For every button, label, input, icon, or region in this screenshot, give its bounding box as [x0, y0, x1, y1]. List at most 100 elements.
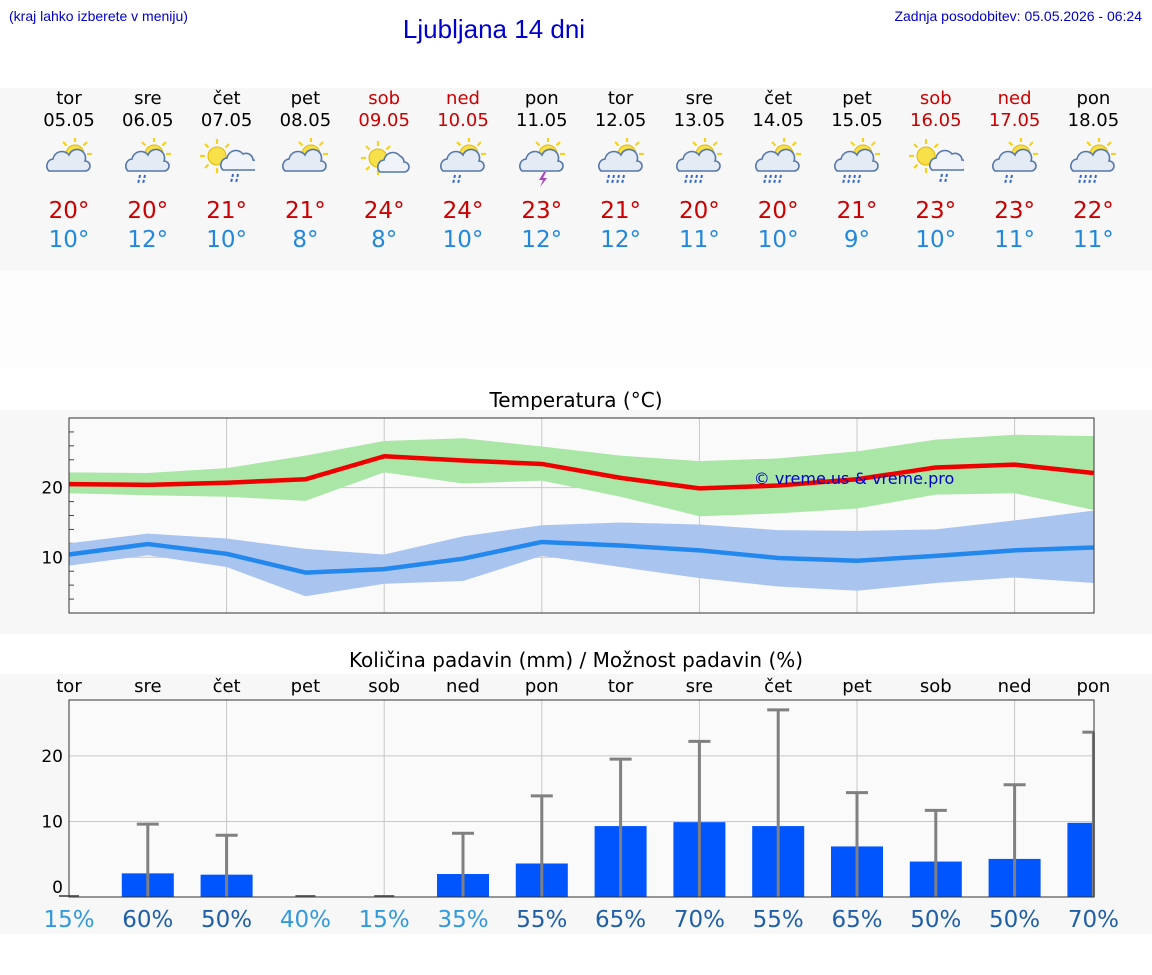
- forecast-day: sre 06.05: [108, 88, 188, 132]
- heavy-rain-cloud-sun-icon: [1065, 137, 1121, 192]
- temp-min: 10°: [757, 227, 799, 253]
- x-tick-label: sob: [920, 676, 952, 697]
- temp-max: 23°: [915, 198, 957, 224]
- day-date: 08.05: [279, 110, 332, 131]
- plot-frame: [68, 699, 1095, 898]
- temp-min: 12°: [521, 227, 563, 253]
- precip-chance: 35%: [437, 907, 488, 933]
- temp-min: 8°: [371, 227, 398, 253]
- day-name: sob: [368, 88, 401, 109]
- x-tick-label: tor: [56, 676, 82, 697]
- temperature-chart-title: Temperatura (°C): [489, 388, 663, 412]
- y-tick-label: 10: [41, 548, 63, 568]
- sun-rain-cloud-icon: [908, 138, 968, 192]
- temp-min: 10°: [48, 227, 90, 253]
- day-date: 05.05: [43, 110, 95, 131]
- x-tick-label: čet: [213, 676, 241, 697]
- day-name: pon: [524, 88, 559, 109]
- y-tick-label: 20: [41, 479, 63, 499]
- precip-chance: 15%: [359, 907, 410, 933]
- forecast-day: pon 11.05: [502, 88, 582, 132]
- temp-min: 12°: [600, 227, 641, 253]
- x-tick-label: tor: [608, 676, 634, 697]
- temp-min: 11°: [679, 227, 720, 253]
- temp-max: 21°: [600, 198, 641, 224]
- x-tick-label: pet: [291, 676, 321, 697]
- day-name: sob: [919, 88, 952, 109]
- day-name: čet: [212, 88, 241, 109]
- day-name: ned: [446, 88, 480, 109]
- temp-min: 10°: [206, 227, 247, 253]
- precip-chance: 55%: [516, 907, 567, 933]
- day-date: 07.05: [200, 110, 253, 131]
- day-name: sre: [685, 88, 714, 109]
- day-name: pet: [290, 88, 321, 109]
- temp-min: 11°: [1073, 227, 1114, 253]
- day-name: pon: [1076, 88, 1111, 109]
- x-tick-label: ned: [446, 676, 480, 697]
- plot-frame: [68, 417, 1095, 614]
- temp-min: 8°: [292, 227, 319, 253]
- day-date: 16.05: [910, 110, 962, 131]
- y-tick-label: 0: [52, 878, 63, 898]
- watermark: © vreme.us & vreme.pro: [754, 469, 955, 488]
- last-updated: Zadnja posodobitev: 05.05.2026 - 06:24: [894, 8, 1142, 24]
- day-date: 06.05: [122, 110, 174, 131]
- temperature-chart: 10 20 © vreme.us & vreme.pro: [41, 417, 1095, 614]
- cloudy-sun-icon: [277, 137, 333, 192]
- x-tick-label: čet: [764, 676, 792, 697]
- sun-small-cloud-icon: [356, 138, 412, 192]
- precip-chance: 50%: [989, 907, 1040, 933]
- forecast-day: čet 14.05: [738, 88, 818, 132]
- series-line: [68, 539, 1094, 575]
- temp-min: 10°: [442, 227, 484, 253]
- series-line: [68, 454, 1094, 491]
- temp-max: 20°: [757, 198, 799, 224]
- forecast-day: pet 08.05: [265, 88, 345, 132]
- temp-max: 22°: [1073, 198, 1114, 224]
- day-date: 15.05: [831, 110, 883, 131]
- range-band: [69, 434, 1094, 517]
- precip-bar: [1067, 822, 1094, 897]
- forecast-day: čet 07.05: [187, 88, 267, 132]
- forecast-band: [0, 88, 1152, 270]
- temp-max: 20°: [48, 198, 90, 224]
- rain-cloud-sun-icon: [120, 137, 176, 192]
- temp-min: 12°: [127, 227, 169, 253]
- precip-chance: 70%: [674, 907, 725, 933]
- day-name: tor: [607, 88, 634, 109]
- page-title: Ljubljana 14 dni: [402, 14, 586, 44]
- heavy-rain-cloud-sun-icon: [750, 137, 806, 192]
- temp-max: 21°: [836, 198, 878, 224]
- precip-chart: tor sre čet pet sob ned pon tor sre čet pet sob ned p…: [41, 676, 1119, 933]
- temp-max: 21°: [285, 198, 326, 224]
- day-name: ned: [997, 88, 1032, 109]
- y-tick-label: 20: [41, 747, 63, 767]
- day-date: 12.05: [594, 110, 647, 131]
- day-name: sre: [134, 88, 162, 109]
- rain-cloud-sun-icon: [435, 137, 491, 192]
- thunderstorm-sun-icon: [514, 137, 570, 192]
- temp-min: 9°: [843, 227, 871, 253]
- temp-max: 21°: [206, 198, 247, 224]
- x-tick-label: pon: [1076, 676, 1110, 697]
- forecast-day: tor 12.05: [581, 88, 661, 132]
- forecast-day: ned 10.05: [423, 88, 503, 132]
- ad-spacer: [0, 270, 1152, 368]
- precip-chart-title: Količina padavin (mm) / Možnost padavin …: [348, 648, 804, 672]
- temp-max: 20°: [679, 198, 720, 224]
- cloudy-sun-icon: [41, 137, 97, 192]
- range-band: [69, 510, 1094, 597]
- precip-chance: 40%: [280, 907, 331, 933]
- precip-chance: 65%: [595, 907, 646, 933]
- temp-min: 11°: [994, 227, 1035, 253]
- forecast-day: sob 09.05: [344, 88, 424, 132]
- forecast-day: pon 18.05: [1053, 88, 1133, 132]
- temp-min: 10°: [915, 227, 957, 253]
- forecast-day: tor 05.05: [29, 88, 109, 132]
- day-name: pet: [842, 88, 872, 109]
- x-tick-label: pon: [525, 676, 559, 697]
- day-date: 14.05: [752, 110, 804, 131]
- precip-chance: 55%: [753, 907, 804, 933]
- temp-max: 23°: [994, 198, 1035, 224]
